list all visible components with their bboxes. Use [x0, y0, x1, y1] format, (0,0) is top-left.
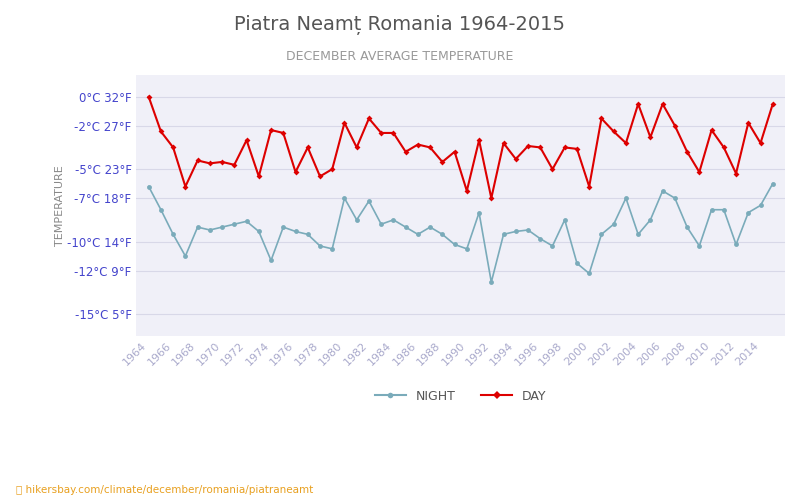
Y-axis label: TEMPERATURE: TEMPERATURE [55, 165, 65, 246]
Text: Piatra Neamț Romania 1964-2015: Piatra Neamț Romania 1964-2015 [234, 15, 566, 35]
Text: 🌐 hikersbay.com/climate/december/romania/piatraneamt: 🌐 hikersbay.com/climate/december/romania… [16, 485, 314, 495]
Text: DECEMBER AVERAGE TEMPERATURE: DECEMBER AVERAGE TEMPERATURE [286, 50, 514, 63]
Legend: NIGHT, DAY: NIGHT, DAY [370, 384, 552, 407]
